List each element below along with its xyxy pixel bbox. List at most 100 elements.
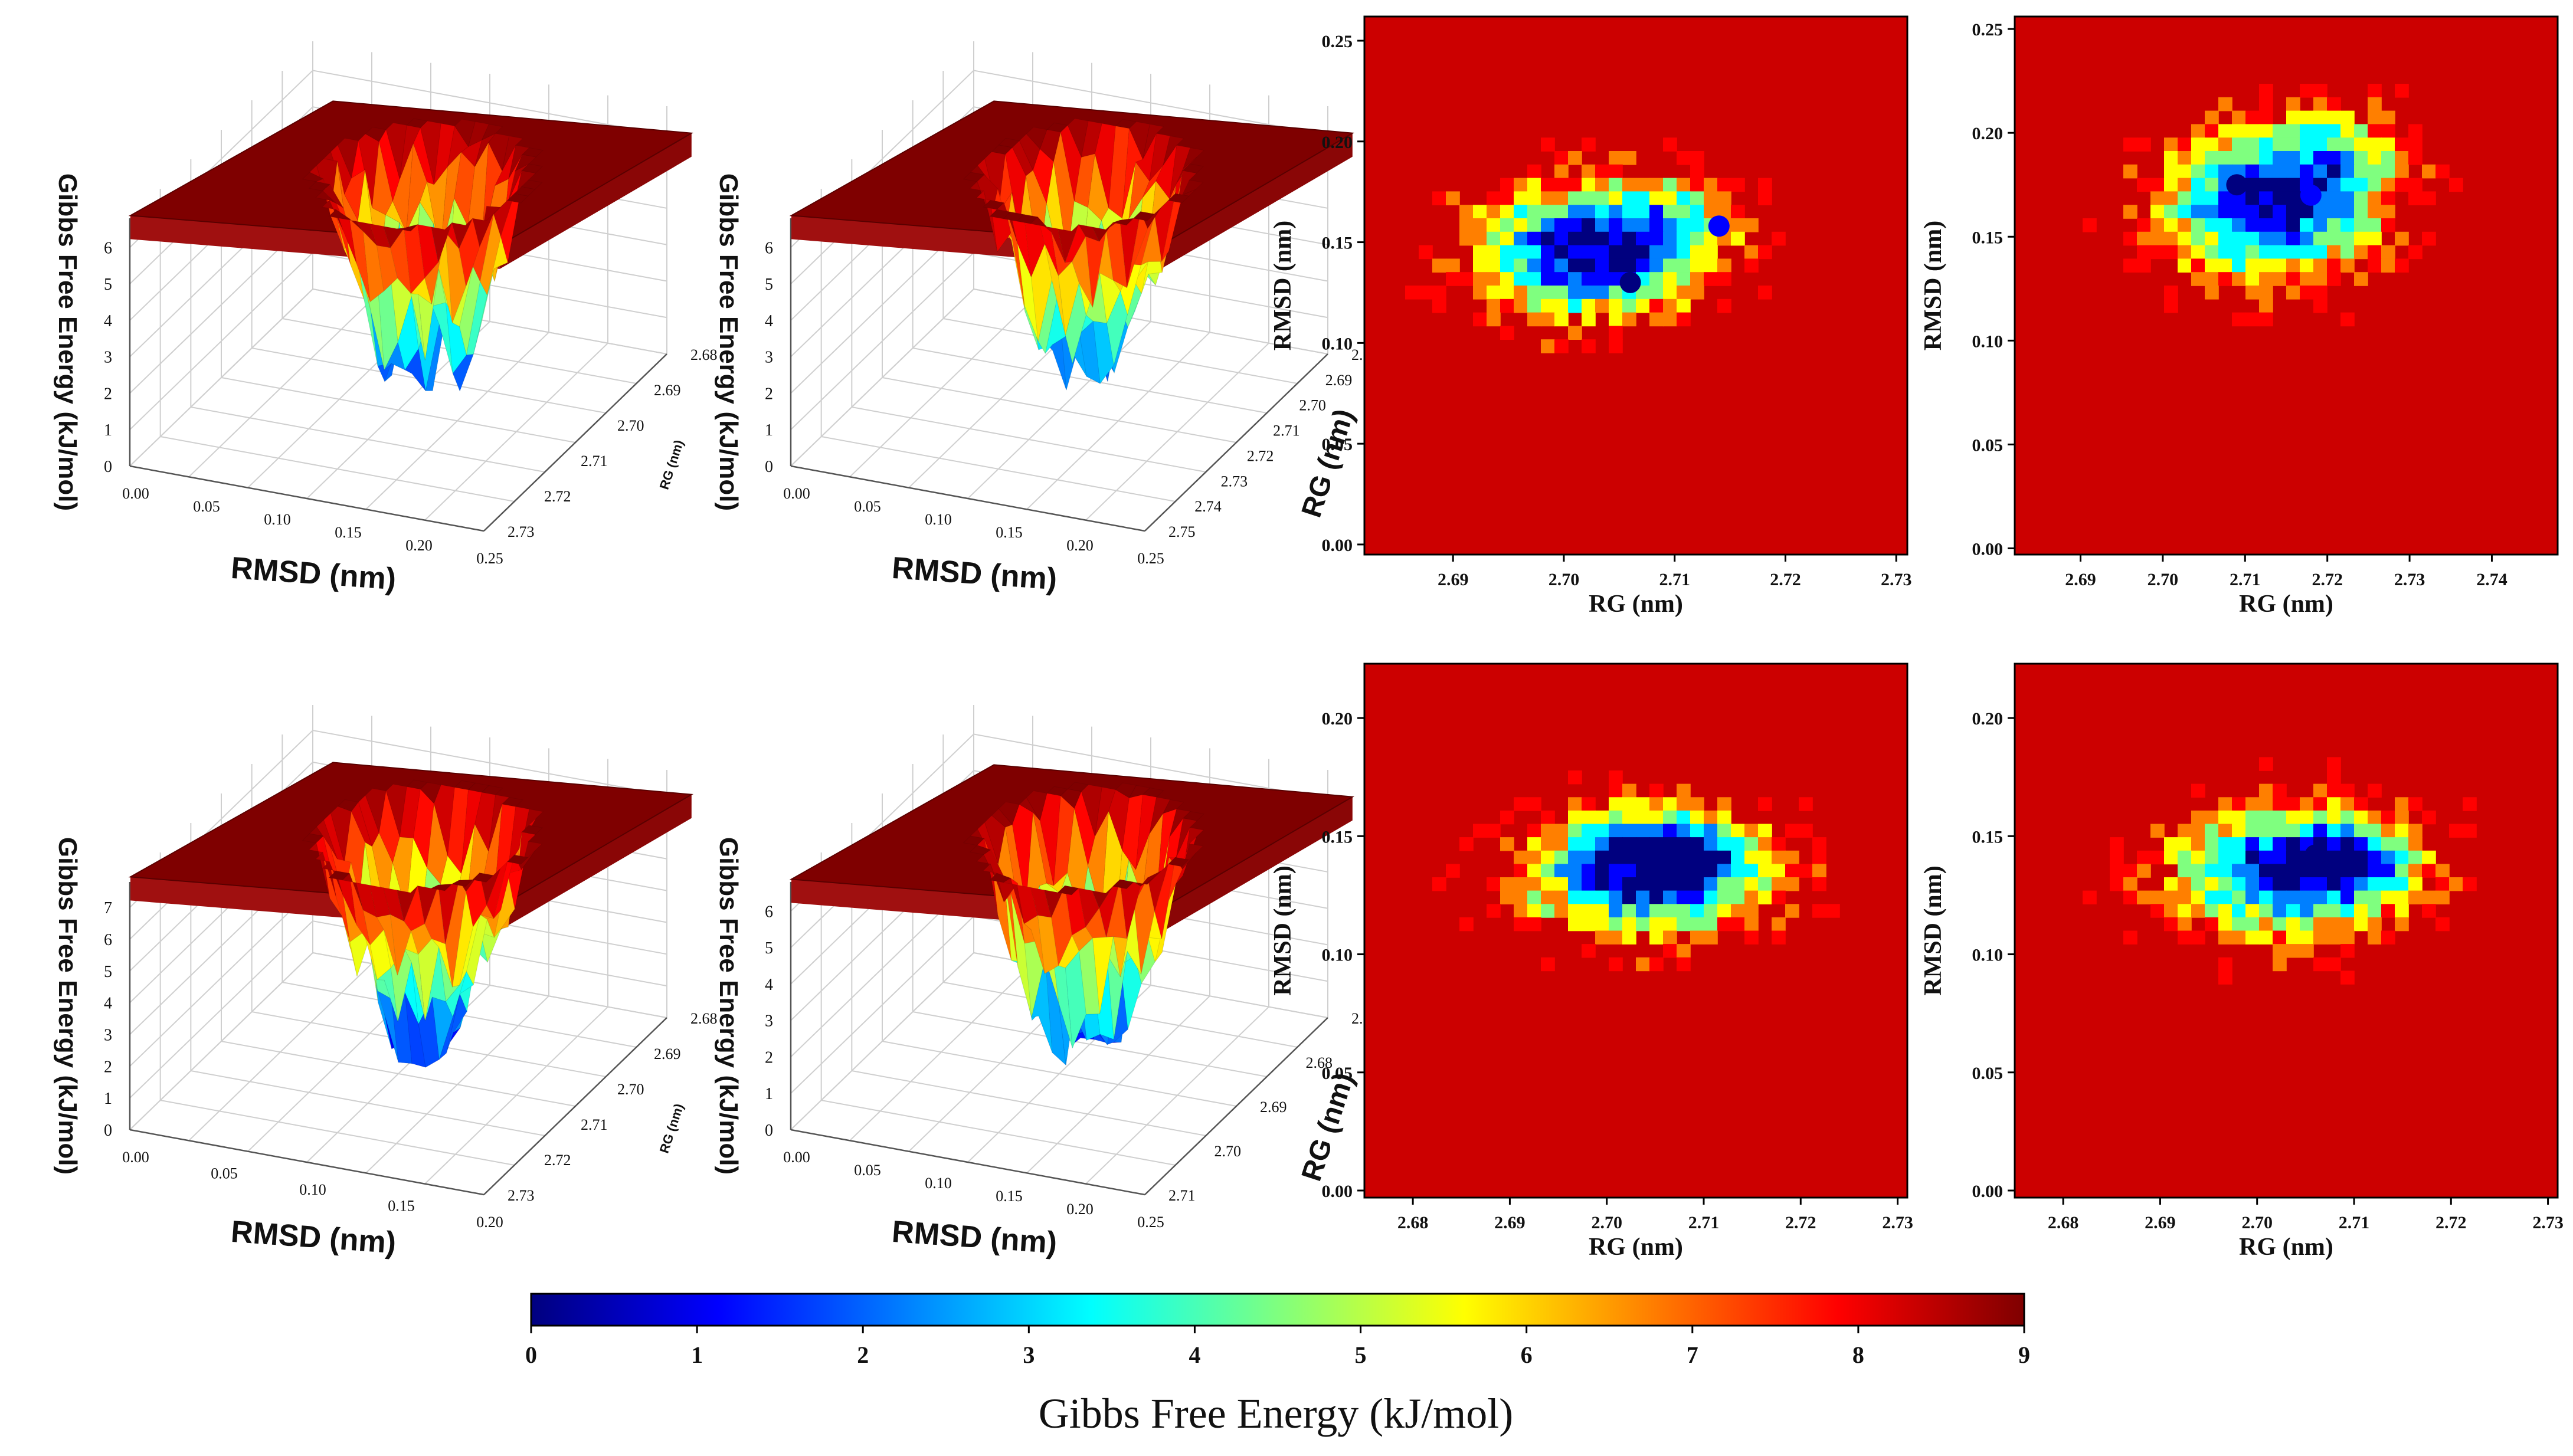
- contour-cell: [2286, 124, 2300, 138]
- contour-cell: [1677, 272, 1691, 286]
- contour-cell: [2340, 783, 2355, 798]
- contour-cell: [2259, 890, 2273, 904]
- y-tick-label: 0.15: [1972, 827, 2004, 847]
- z-tick-label: 0: [765, 1121, 773, 1140]
- contour-cell: [2340, 864, 2355, 878]
- y-tick-label: 2.68: [690, 1010, 718, 1027]
- contour-cell: [1609, 151, 1623, 165]
- contour-cell: [1649, 783, 1664, 798]
- contour-cell: [2327, 877, 2341, 891]
- contour-cell: [2368, 124, 2382, 138]
- contour-cell: [1582, 877, 1596, 891]
- y-tick-label: 2.69: [654, 1045, 681, 1063]
- y-tick-label: 0.25: [1972, 20, 2004, 40]
- contour-cell: [2395, 890, 2409, 904]
- z-tick-label: 0: [104, 458, 112, 476]
- contour-cell: [1527, 218, 1541, 232]
- surface-facet: [1143, 123, 1164, 160]
- contour-cell: [2300, 930, 2314, 945]
- surface-facet: [472, 873, 494, 883]
- contour-cell: [1677, 205, 1691, 219]
- contour-cell: [2340, 191, 2355, 205]
- contour-cell: [1554, 205, 1569, 219]
- contour-cell: [1582, 339, 1596, 353]
- contour-cell: [2286, 272, 2300, 286]
- contour-cell: [2313, 286, 2328, 300]
- contour-cell: [2273, 258, 2287, 273]
- y-tick-label: 2.73: [1221, 473, 1248, 490]
- contour-cell: [1582, 191, 1596, 205]
- contour-cell: [2178, 904, 2192, 918]
- y-tick-label: 0.20: [1322, 709, 1353, 729]
- contour-cell: [2259, 124, 2273, 138]
- contour-cell: [1568, 864, 1582, 878]
- x-tick-label: 0.10: [925, 1175, 952, 1192]
- contour-cell: [1677, 957, 1691, 972]
- contour-cell: [2368, 191, 2382, 205]
- contour-cell: [2178, 151, 2192, 165]
- contour-cell: [2083, 218, 2097, 232]
- contour-cell: [2245, 231, 2260, 246]
- contour-cell: [1473, 824, 1487, 838]
- contour-cell: [1649, 930, 1664, 945]
- contour-cell: [1649, 245, 1664, 260]
- contour-cell: [2286, 850, 2300, 865]
- contour-cell: [1622, 245, 1636, 260]
- contour-cell: [2354, 231, 2368, 246]
- contour-cell: [2273, 850, 2287, 865]
- contour-cell: [1568, 770, 1582, 785]
- contour-cell: [1595, 286, 1609, 300]
- contour-cell: [1677, 824, 1691, 838]
- contour-cell: [1582, 299, 1596, 313]
- x-tick-label: 0.20: [1066, 1201, 1094, 1218]
- contour-cell: [1812, 877, 1826, 891]
- surface-facet: [1133, 877, 1155, 887]
- plot-frame: [1363, 663, 1909, 1199]
- x-axis-line: [129, 465, 485, 532]
- contour-cell: [2313, 97, 2328, 112]
- contour-cell: [2259, 231, 2273, 246]
- surface-facet: [451, 218, 473, 250]
- contour-cell: [1704, 205, 1718, 219]
- contour-cell: [1473, 245, 1487, 260]
- contour-cell: [2300, 151, 2314, 165]
- contour-cell: [2232, 917, 2246, 932]
- contour-cell: [2218, 151, 2232, 165]
- plot-frame: [2014, 15, 2559, 556]
- contour-cell: [2218, 917, 2232, 932]
- y-tick-label: 2.72: [544, 488, 571, 505]
- contour-cell: [2245, 151, 2260, 165]
- contour-cell: [2178, 218, 2192, 232]
- contour-cell: [1568, 218, 1582, 232]
- contour-cell: [2300, 890, 2314, 904]
- contour-cell: [1541, 137, 1555, 152]
- contour-cell: [2354, 864, 2368, 878]
- x-tick-label: 0.05: [211, 1165, 238, 1182]
- contour-cell: [1595, 191, 1609, 205]
- surface-facet: [451, 879, 474, 887]
- contour-cell: [2408, 837, 2423, 851]
- contour-cell: [2273, 191, 2287, 205]
- contour-cell: [2259, 245, 2273, 260]
- contour-cell: [1487, 272, 1501, 286]
- x-tick-label: 0.20: [476, 1214, 503, 1231]
- contour-cell: [1527, 191, 1541, 205]
- contour-cell: [2123, 864, 2137, 878]
- contour-cell: [2205, 218, 2219, 232]
- contour-cell: [1663, 904, 1677, 918]
- contour-cell: [2178, 205, 2192, 219]
- contour-cell: [1772, 917, 1786, 932]
- contour-cell: [2395, 797, 2409, 811]
- y-axis-title: RG (nm): [1296, 405, 1360, 521]
- contour-cell: [1758, 797, 1772, 811]
- contour-cell: [2232, 245, 2246, 260]
- contour-cell: [1541, 824, 1555, 838]
- contour-cell: [2245, 137, 2260, 152]
- contour-cell: [1487, 824, 1501, 838]
- y-tick-label: 2.72: [1247, 447, 1274, 464]
- contour-cell: [2368, 205, 2382, 219]
- contour-cell: [1541, 299, 1555, 313]
- contour-cell: [1663, 191, 1677, 205]
- surface-facet: [1111, 218, 1135, 226]
- contour-cell: [2313, 864, 2328, 878]
